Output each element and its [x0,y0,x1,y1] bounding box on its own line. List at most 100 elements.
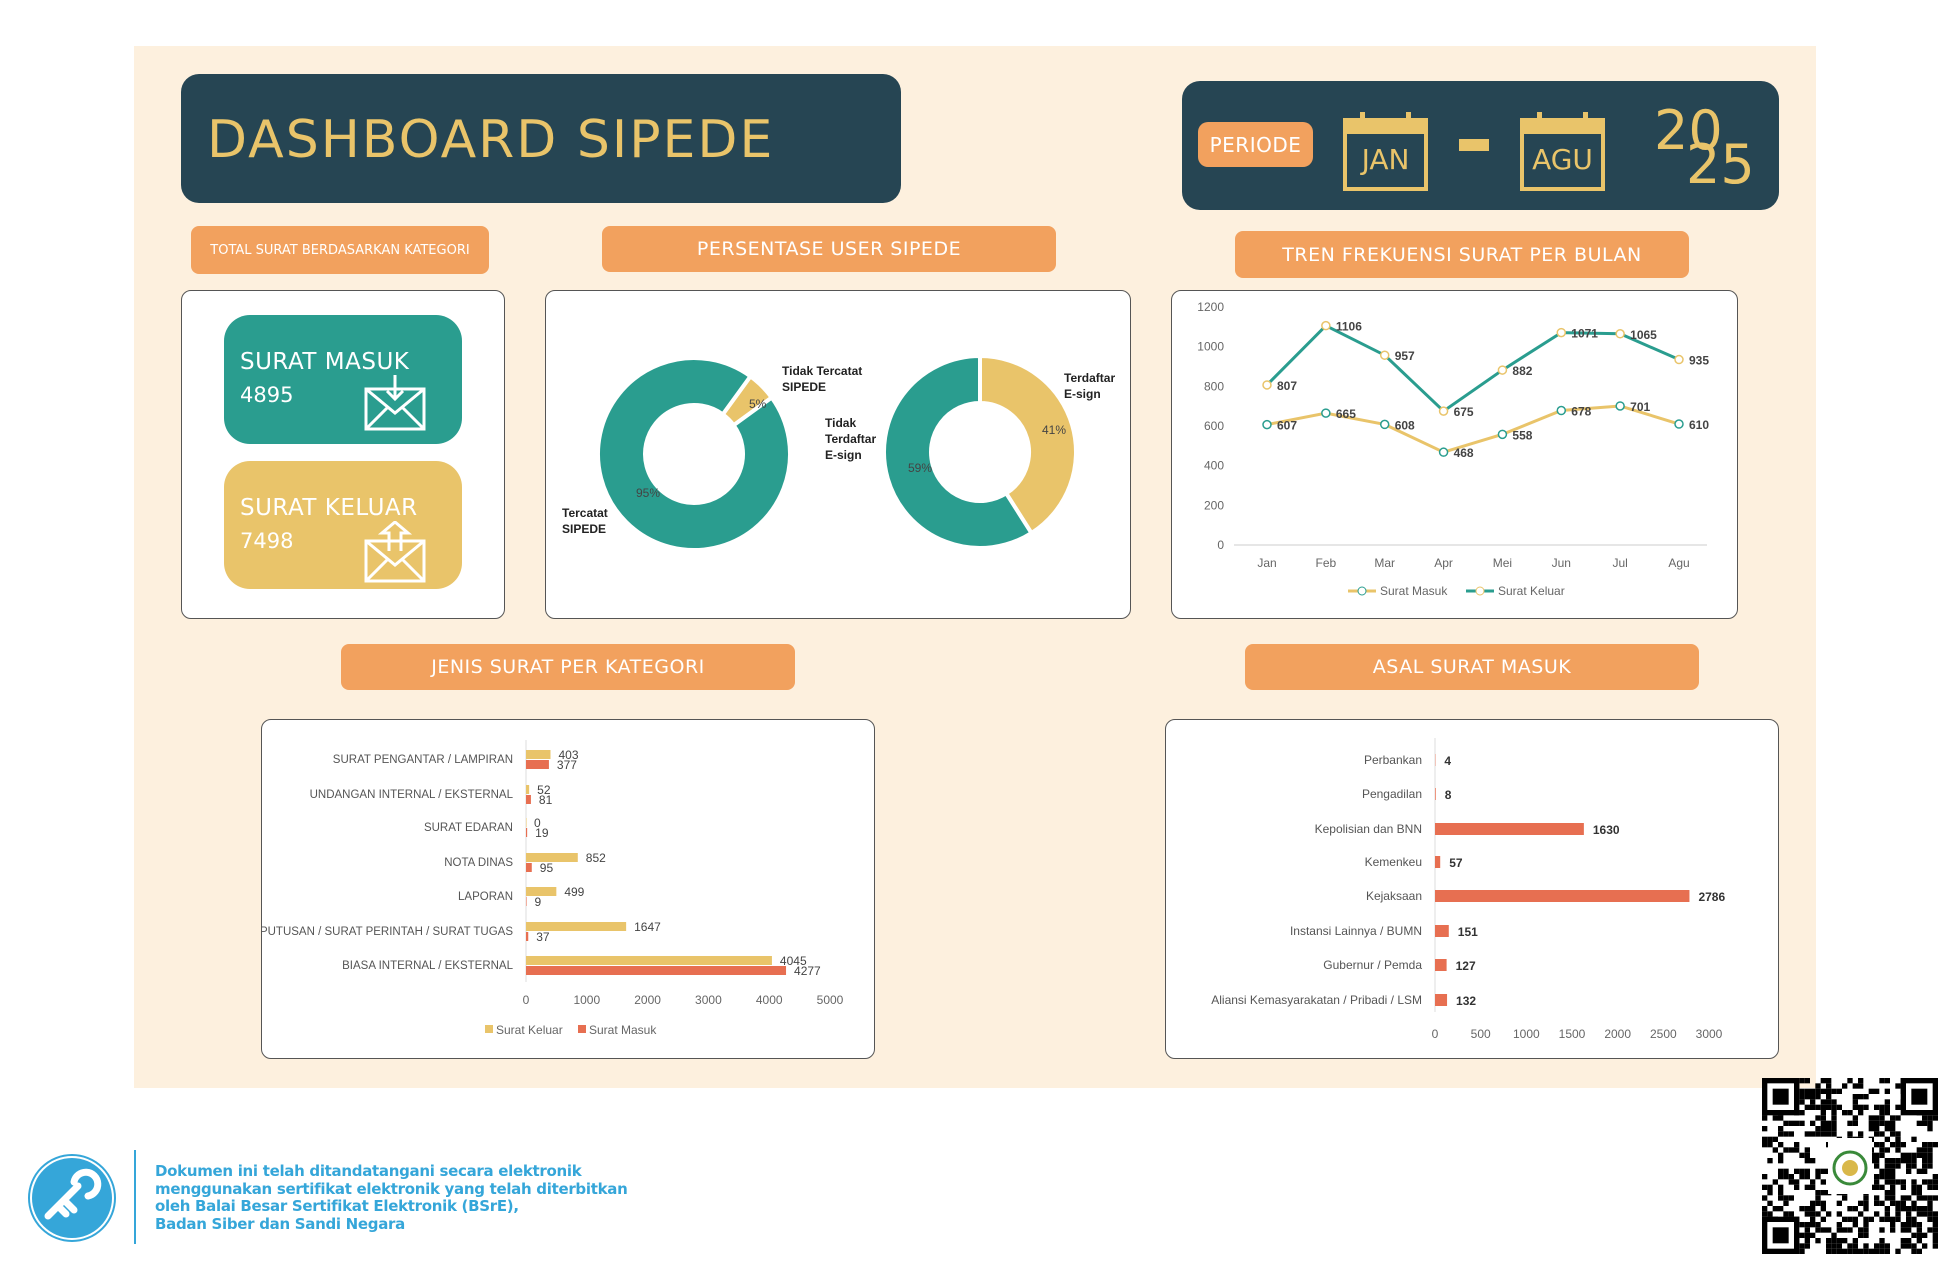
slice-label: Tidak Tercatat SIPEDE [782,364,862,394]
qr-module [1794,1120,1800,1126]
data-label: 1071 [1571,327,1598,341]
qr-module [1900,1179,1906,1185]
qr-module [1884,1158,1890,1164]
qr-module [1810,1222,1816,1228]
qr-module [1874,1104,1880,1110]
qr-module [1922,1168,1928,1174]
qr-module [1810,1094,1816,1100]
bar [526,760,549,769]
data-label: 807 [1277,379,1297,393]
qr-module [1778,1168,1784,1174]
qr-module [1799,1152,1805,1158]
qr-module [1895,1083,1901,1089]
qr-module [1852,1104,1858,1110]
bar [1435,994,1448,1006]
qr-module [1836,1222,1842,1228]
data-label: 57 [1449,856,1463,870]
bar [1435,890,1690,902]
data-label: 4045 [780,954,807,968]
qr-module [1852,1099,1858,1105]
period-end: AGU [1532,143,1593,176]
donut-slice [596,356,792,552]
x-tick-label: 500 [1471,1027,1491,1041]
qr-module [1831,1243,1837,1249]
category-label: BIASA INTERNAL / EKSTERNAL [342,960,513,972]
qr-module [1879,1147,1885,1153]
category-label: Pengadilan [1362,787,1422,801]
qr-module [1815,1083,1821,1089]
qr-module [1778,1142,1784,1148]
qr-module [1906,1227,1912,1233]
qr-module [1804,1206,1810,1212]
qr-module [1932,1227,1938,1233]
x-tick-label: Jun [1552,556,1571,570]
qr-module [1911,1184,1917,1190]
bar [526,853,578,862]
qr-module [1852,1120,1858,1126]
qr-module [1874,1179,1880,1185]
percent-label: 41% [1042,423,1066,437]
qr-module [1916,1206,1922,1212]
qr-module [1847,1216,1853,1222]
qr-module [1874,1184,1880,1190]
qr-module [1842,1195,1848,1201]
qr-module [1804,1078,1810,1084]
data-label: 610 [1689,418,1709,432]
qr-module [1927,1227,1933,1233]
qr-module [1858,1227,1864,1233]
qr-module [1783,1211,1789,1217]
year-bottom: 25 [1686,133,1755,196]
category-label: KEPUTUSAN / SURAT PERINTAH / SURAT TUGAS [262,926,513,938]
notice-line: Dokumen ini telah ditandatangani secara … [155,1162,582,1180]
qr-module [1778,1115,1784,1121]
qr-module [1879,1152,1885,1158]
qr-module [1884,1195,1890,1201]
qr-module [1916,1147,1922,1153]
data-label: 558 [1512,428,1532,442]
qr-module [1916,1195,1922,1201]
qr-module [1884,1088,1890,1094]
qr-module [1852,1216,1858,1222]
qr-module [1879,1238,1885,1244]
qr-module [1895,1147,1901,1153]
qr-module [1884,1243,1890,1249]
qr-module [1762,1142,1768,1148]
qr-module [1847,1243,1853,1249]
qr-module [1874,1195,1880,1201]
qr-module [1890,1190,1896,1196]
bar [526,795,531,804]
qr-module [1922,1211,1928,1217]
qr-module [1831,1115,1837,1121]
category-label: LAPORAN [458,891,513,903]
data-label: 1647 [634,920,661,934]
qr-module [1847,1248,1853,1254]
qr-code[interactable] [1762,1078,1938,1254]
qr-module [1879,1110,1885,1116]
qr-module [1820,1104,1826,1110]
qr-module [1906,1195,1912,1201]
category-label: Kemenkeu [1365,855,1422,869]
year-top: 20 [1654,99,1723,162]
footer-divider [134,1150,136,1244]
qr-module [1788,1195,1794,1201]
data-point [1497,429,1508,440]
calendar-start: JAN [1342,110,1429,192]
data-label: 0 [534,816,541,830]
qr-module [1820,1200,1826,1206]
qr-module [1842,1248,1848,1254]
qr-module [1815,1211,1821,1217]
qr-module [1788,1147,1794,1153]
qr-module [1858,1232,1864,1238]
qr-module [1906,1158,1912,1164]
qr-module [1874,1174,1880,1180]
qr-module [1884,1248,1890,1254]
qr-module [1874,1200,1880,1206]
qr-module [1842,1216,1848,1222]
qr-module [1836,1248,1842,1254]
qr-module [1911,1152,1917,1158]
qr-module [1890,1168,1896,1174]
category-label: Kejaksaan [1366,889,1422,903]
data-label: 52 [537,783,551,797]
qr-module [1778,1126,1784,1132]
percent-label: 59% [908,461,932,475]
